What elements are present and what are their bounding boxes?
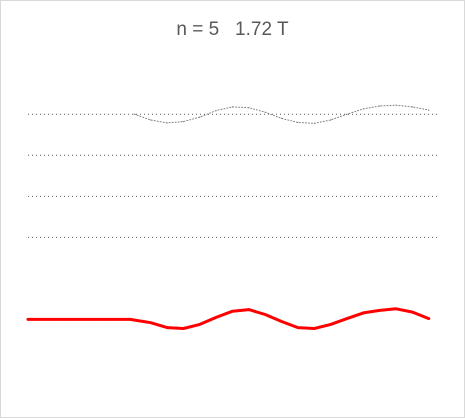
series-2-point-16 (296, 326, 300, 329)
series-1-point-4 (182, 121, 184, 123)
series-2-point-1 (26, 318, 30, 321)
series-2-point-8 (165, 326, 169, 329)
series-2-point-18 (329, 323, 332, 326)
series-2-point-17 (313, 327, 316, 330)
series-1-point-14 (346, 113, 348, 115)
series-1-point-5 (199, 116, 201, 118)
series-1-point-18 (411, 106, 414, 108)
series-2-point-12 (231, 310, 234, 313)
series-1-point-6 (215, 110, 217, 112)
series-2 (26, 307, 431, 330)
series-1-point-15 (362, 108, 364, 110)
gridlines (28, 113, 437, 238)
series-2-point-7 (149, 321, 152, 324)
series-1-point-3 (166, 122, 168, 124)
series-2-line (26, 307, 431, 330)
series-1-point-19 (428, 109, 430, 111)
series-1-point-8 (248, 107, 250, 109)
series-1-point-12 (313, 122, 315, 124)
series-1-point-11 (297, 121, 299, 124)
series-1-point-2 (150, 119, 152, 121)
series-1-point-17 (395, 104, 397, 106)
series-1 (133, 104, 430, 124)
series-1-point-13 (330, 119, 332, 121)
series-2-point-23 (411, 310, 414, 314)
chart-title: n = 5 1.72 T (176, 19, 289, 40)
series-2-point-20 (362, 311, 365, 315)
series-2-point-15 (280, 320, 283, 323)
series-1-point-10 (281, 117, 283, 119)
series-2-point-2 (47, 318, 50, 321)
series-2-point-6 (129, 318, 132, 321)
series-layer (26, 104, 431, 330)
series-2-point-10 (198, 323, 201, 326)
series-2-point-9 (182, 327, 185, 330)
series-2-point-11 (214, 316, 218, 319)
series-2-point-3 (67, 318, 71, 321)
series-1-point-1 (133, 113, 135, 115)
series-1-point-7 (231, 106, 234, 108)
series-1-point-9 (264, 111, 266, 113)
series-2-point-4 (88, 318, 91, 321)
series-2-point-13 (247, 308, 251, 311)
series-2-point-22 (394, 307, 398, 310)
series-2-point-19 (345, 317, 349, 320)
series-2-point-14 (264, 313, 267, 316)
series-2-point-24 (427, 317, 430, 320)
series-1-point-16 (379, 105, 381, 107)
series-2-point-21 (378, 309, 381, 312)
series-2-point-5 (108, 318, 112, 321)
